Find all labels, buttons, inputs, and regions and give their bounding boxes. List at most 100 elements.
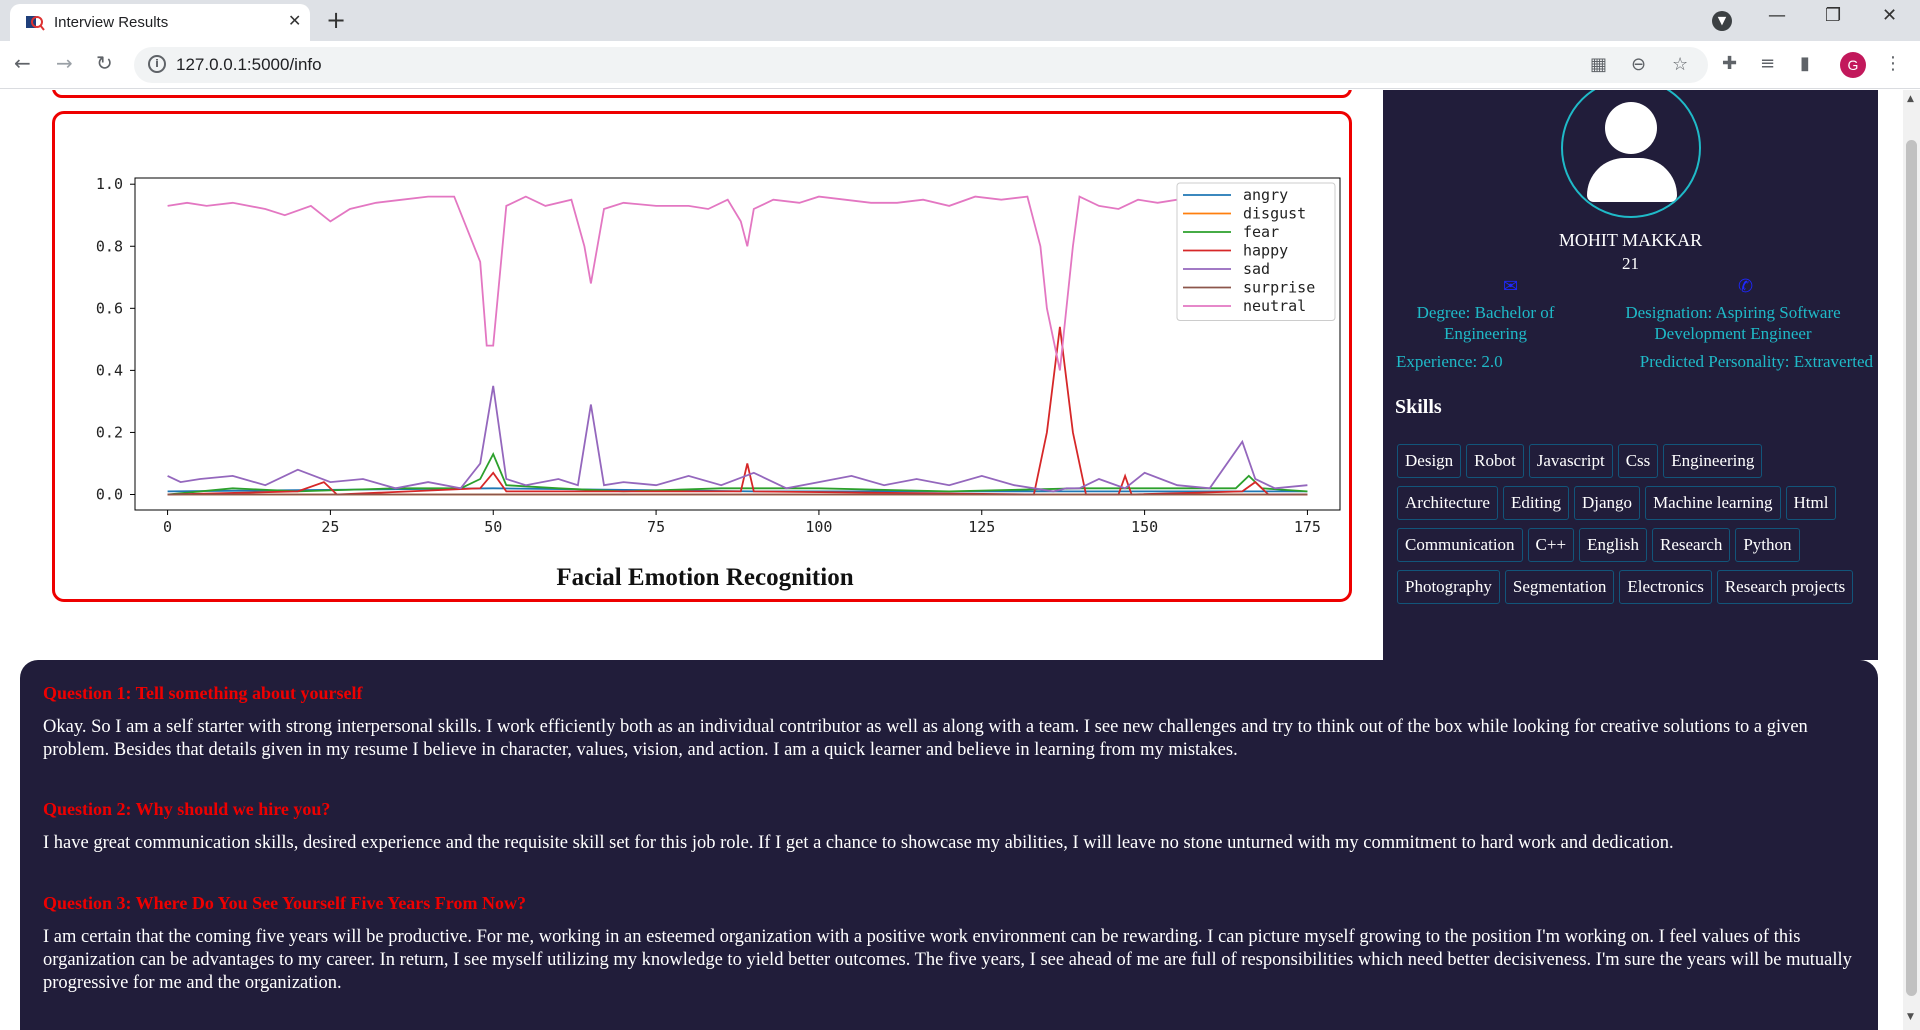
skill-tag: C++ xyxy=(1527,528,1575,562)
skill-tag: Editing xyxy=(1502,486,1570,520)
question-1-title: Question 1: Tell something about yoursel… xyxy=(43,683,363,703)
question-2-title: Question 2: Why should we hire you? xyxy=(43,799,331,819)
kebab-menu-icon[interactable]: ⋮ xyxy=(1884,53,1902,74)
scrollbar-thumb[interactable] xyxy=(1906,140,1917,996)
x-tick-label: 50 xyxy=(484,518,502,536)
tab-title: Interview Results xyxy=(54,14,169,31)
question-2-answer: I have great communication skills, desir… xyxy=(43,833,1674,853)
magnifier-favicon-icon xyxy=(26,16,45,31)
chart-caption: Facial Emotion Recognition xyxy=(556,564,854,591)
x-tick-label: 75 xyxy=(647,518,665,536)
scroll-down-arrow-icon[interactable]: ▼ xyxy=(1907,1012,1914,1022)
question-1-answer: Okay. So I am a self starter with strong… xyxy=(43,717,1808,760)
arrow-left-icon[interactable]: ← xyxy=(14,51,31,75)
y-tick-label: 0.0 xyxy=(96,485,123,503)
candidate-age: 21 xyxy=(1622,254,1639,273)
x-tick-label: 125 xyxy=(968,518,995,536)
page-scrollbar[interactable]: ▲ ▼ xyxy=(1903,90,1920,1030)
y-tick-label: 1.0 xyxy=(96,175,123,193)
browser-tab-strip: Interview Results ✕ + ▼ — ❐ ✕ xyxy=(0,0,1920,41)
legend-label: fear xyxy=(1243,223,1279,241)
star-icon[interactable]: ☆ xyxy=(1672,54,1689,75)
zoom-icon[interactable]: ⊖ xyxy=(1631,54,1647,75)
legend-label: surprise xyxy=(1243,279,1315,297)
series-line-fear xyxy=(167,451,1308,496)
arrow-right-icon[interactable]: → xyxy=(56,51,73,75)
skill-tag: Css xyxy=(1617,444,1659,478)
previous-card-edge xyxy=(52,90,1352,98)
scroll-up-arrow-icon[interactable]: ▲ xyxy=(1907,94,1914,104)
skill-tag: Communication xyxy=(1397,528,1523,562)
legend-label: happy xyxy=(1243,242,1288,260)
skill-tag: Photography xyxy=(1397,570,1500,604)
page-viewport: 0 25 50 75 100 125 150 175 0.0 0.2 0.4 0.6 0.8 1.0 ang… xyxy=(0,90,1903,1030)
side-panel-icon[interactable]: ▮ xyxy=(1800,53,1810,74)
questions-panel: Question 1: Tell something about yoursel… xyxy=(20,660,1878,1030)
emotion-line-chart: 0 25 50 75 100 125 150 175 0.0 0.2 0.4 0.6 0.8 1.0 ang… xyxy=(96,175,1341,536)
url-text[interactable]: 127.0.0.1:5000/info xyxy=(176,55,322,74)
y-tick-label: 0.6 xyxy=(96,299,123,317)
x-tick-label: 25 xyxy=(321,518,339,536)
skill-tag: Machine learning xyxy=(1645,486,1781,520)
x-tick-label: 175 xyxy=(1294,518,1321,536)
legend-label: sad xyxy=(1243,260,1270,278)
legend-label: disgust xyxy=(1243,205,1306,223)
puzzle-icon[interactable]: ✚ xyxy=(1722,53,1738,74)
skill-tag: Design xyxy=(1397,444,1462,478)
designation-field: Designation: Aspiring Software Developme… xyxy=(1625,303,1841,343)
experience-field: Experience: 2.0 xyxy=(1396,352,1503,371)
minimize-icon[interactable]: — xyxy=(1768,5,1786,26)
info-icon[interactable]: i xyxy=(148,55,166,73)
envelope-icon[interactable]: ✉ xyxy=(1503,276,1519,297)
restore-icon[interactable]: ❐ xyxy=(1825,5,1842,26)
profile-panel: MOHIT MAKKAR 21 ✉ ✆ Degree: Bachelor of … xyxy=(1383,90,1878,660)
profile-avatar[interactable]: G xyxy=(1840,52,1866,78)
skills-list: Design Robot Javascript Css Engineering Archi… xyxy=(1397,444,1867,612)
skills-heading: Skills xyxy=(1395,396,1442,418)
plot-area xyxy=(134,177,1341,511)
user-avatar-icon xyxy=(1561,90,1701,218)
skill-tag: English xyxy=(1579,528,1648,562)
x-tick-label: 0 xyxy=(163,518,172,536)
address-bar[interactable]: i 127.0.0.1:5000/info ▦ ⊖ ☆ xyxy=(134,47,1708,83)
legend-label: angry xyxy=(1243,186,1288,204)
qr-code-icon[interactable]: ▦ xyxy=(1590,54,1608,75)
question-3-title: Question 3: Where Do You See Yourself Fi… xyxy=(43,893,526,913)
reload-icon[interactable]: ↻ xyxy=(96,51,113,75)
skill-tag: Robot xyxy=(1466,444,1524,478)
skill-tag: Segmentation xyxy=(1504,570,1615,604)
skill-tag: Django xyxy=(1574,486,1641,520)
skill-tag: Html xyxy=(1785,486,1837,520)
candidate-name: MOHIT MAKKAR xyxy=(1558,230,1703,250)
degree-field: Degree: Bachelor of Engineering xyxy=(1416,303,1555,343)
reading-list-icon[interactable]: ≡ xyxy=(1760,53,1776,74)
browser-toolbar: ← → ↻ i 127.0.0.1:5000/info ▦ ⊖ ☆ ✚ ≡ ▮ … xyxy=(0,41,1920,89)
question-3-answer: I am certain that the coming five years … xyxy=(43,927,1852,993)
avatar-head-shape xyxy=(1605,102,1657,154)
phone-icon[interactable]: ✆ xyxy=(1738,276,1754,297)
series-line-sad xyxy=(167,385,1308,493)
chevron-down-icon[interactable]: ▼ xyxy=(1712,11,1732,31)
y-tick-label: 0.8 xyxy=(96,237,123,255)
skill-tag: Research projects xyxy=(1716,570,1854,604)
close-icon[interactable]: ✕ xyxy=(1882,5,1898,26)
series-line-happy xyxy=(167,326,1308,496)
close-icon[interactable]: ✕ xyxy=(288,11,302,30)
y-tick-label: 0.2 xyxy=(96,423,123,441)
personality-field: Predicted Personality: Extraverted xyxy=(1639,352,1873,371)
legend-box xyxy=(1176,182,1336,321)
skill-tag: Javascript xyxy=(1528,444,1613,478)
skill-tag: Engineering xyxy=(1663,444,1763,478)
x-tick-label: 100 xyxy=(805,518,832,536)
plus-icon[interactable]: + xyxy=(326,6,347,34)
avatar-body-shape xyxy=(1587,158,1677,202)
browser-tab[interactable]: Interview Results ✕ xyxy=(10,4,310,41)
skill-tag: Python xyxy=(1735,528,1800,562)
emotion-chart-card: 0 25 50 75 100 125 150 175 0.0 0.2 0.4 0.6 0.8 1.0 ang… xyxy=(52,111,1352,602)
skill-tag: Research xyxy=(1652,528,1731,562)
legend-label: neutral xyxy=(1243,297,1306,315)
series-line-neutral xyxy=(167,195,1308,371)
skill-tag: Electronics xyxy=(1619,570,1712,604)
x-tick-label: 150 xyxy=(1131,518,1158,536)
skill-tag: Architecture xyxy=(1397,486,1498,520)
